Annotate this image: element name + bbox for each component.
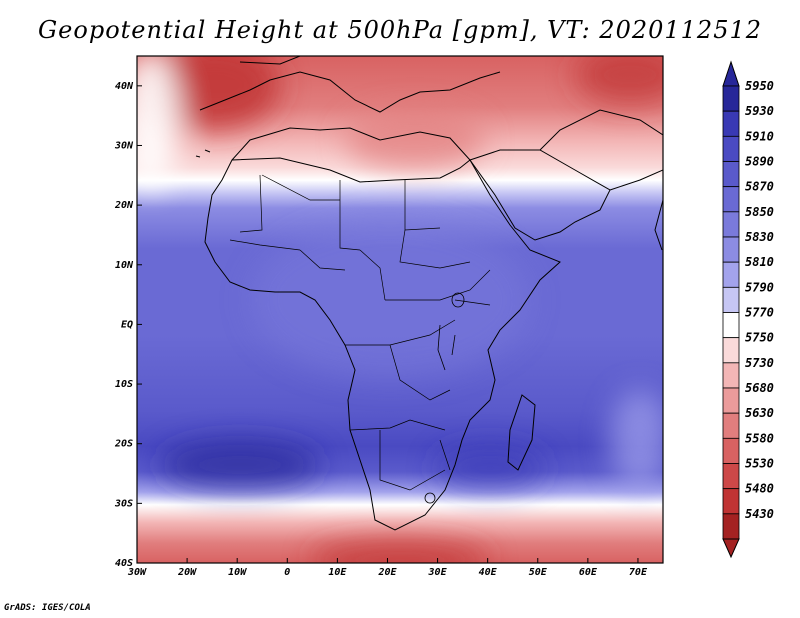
country-borders (229, 174, 491, 491)
lat-tick-label: 40S (115, 558, 133, 569)
lon-tick-label: 30W (127, 567, 147, 578)
chart-title: Geopotential Height at 500hPa [gpm], VT:… (38, 16, 762, 44)
lon-tick-label: 0 (284, 567, 290, 578)
colorbar: 5950 5930 5910 5890 5870 5850 5830 5810 5790 5770… (722, 60, 774, 559)
lon-tick-label: 60E (579, 567, 598, 578)
colorbar-level-label: 5830 (745, 230, 774, 244)
lon-tick-label: 10E (328, 567, 347, 578)
colorbar-swatch (722, 488, 740, 515)
colorbar-swatch (722, 211, 740, 238)
lat-tick-label: 10N (115, 260, 134, 271)
lon-tick-label: 30E (428, 567, 448, 578)
latitude-axis: 40N 30N 20N 10N EQ 10S 20S 30S 40S (114, 81, 142, 569)
colorbar-level-label: 5930 (745, 104, 774, 118)
lakes (424, 292, 465, 504)
colorbar-swatch (722, 161, 740, 188)
colorbar-level-label: 5770 (745, 306, 774, 320)
colorbar-swatch (722, 412, 740, 439)
colorbar-level-label: 5910 (745, 129, 774, 143)
colorbar-swatch (722, 85, 740, 112)
colorbar-level-label: 5950 (745, 79, 774, 93)
colorbar-swatch (722, 135, 740, 162)
lat-tick-label: 20S (114, 439, 133, 450)
lon-tick-label: 40E (479, 567, 498, 578)
colorbar-swatch (722, 362, 740, 389)
colorbar-swatch (722, 110, 740, 137)
colorbar-level-label: 5890 (745, 155, 774, 169)
lat-tick-label: 10S (115, 379, 133, 390)
colorbar-level-label: 5790 (745, 280, 774, 294)
coastlines (195, 56, 663, 531)
longitude-axis: 30W 20W 10W 0 10E 20E 30E 40E 50E 60E 70E (127, 558, 648, 578)
colorbar-swatch (722, 337, 740, 364)
colorbar-level-label: 5810 (745, 255, 774, 269)
lat-tick-label: EQ (121, 319, 133, 330)
height-field (137, 56, 663, 563)
lat-tick-label: 20N (114, 200, 134, 211)
colorbar-level-label: 5530 (745, 457, 774, 471)
lat-tick-label: 30N (114, 140, 134, 151)
colorbar-level-label: 5580 (745, 431, 774, 445)
colorbar-swatch (722, 387, 740, 414)
colorbar-min-arrow (722, 538, 740, 559)
colorbar-level-label: 5630 (745, 406, 774, 420)
colorbar-level-label: 5850 (745, 205, 774, 219)
lat-tick-label: 30S (114, 498, 133, 509)
colorbar-swatch (722, 437, 740, 464)
colorbar-swatch (722, 261, 740, 288)
colorbar-level-label: 5730 (745, 356, 774, 370)
plot-frame (136, 55, 664, 564)
colorbar-level-label: 5480 (745, 482, 774, 496)
colorbar-level-label: 5750 (745, 331, 774, 345)
lon-tick-label: 20E (377, 567, 397, 578)
colorbar-max-arrow (722, 60, 740, 87)
colorbar-level-label: 5430 (745, 507, 774, 521)
colorbar-swatch (722, 286, 740, 313)
lon-tick-label: 50E (529, 567, 548, 578)
lon-tick-label: 70E (629, 567, 648, 578)
lon-tick-label: 20W (177, 567, 197, 578)
lon-tick-label: 10W (228, 567, 247, 578)
colorbar-swatch (722, 236, 740, 263)
lat-tick-label: 40N (115, 81, 134, 92)
colorbar-level-label: 5870 (745, 180, 774, 194)
colorbar-swatch (722, 186, 740, 213)
colorbar-level-label: 5680 (745, 381, 774, 395)
colorbar-swatch (722, 513, 740, 540)
colorbar-swatch (722, 312, 740, 339)
grads-credit: GrADS: IGES/COLA (4, 603, 91, 613)
colorbar-swatch (722, 463, 740, 490)
